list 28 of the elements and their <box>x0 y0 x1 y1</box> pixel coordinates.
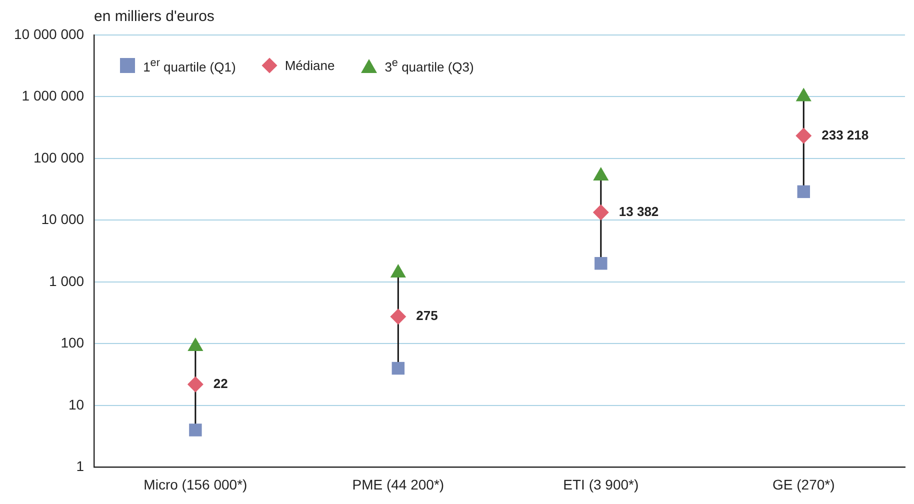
x-tick-label: ETI (3 900*) <box>563 476 639 492</box>
data-label: 233 218 <box>822 127 869 142</box>
data-label: 13 382 <box>618 204 659 219</box>
y-tick-label: 1 <box>76 458 84 474</box>
data-label: 22 <box>213 376 228 391</box>
point <box>392 362 405 375</box>
y-tick-label: 100 <box>60 334 84 351</box>
point <box>189 424 202 436</box>
x-tick-label: PME (44 200*) <box>352 476 444 492</box>
point <box>592 204 609 220</box>
point <box>797 185 810 198</box>
legend-label: 1$^{er}$ quartile (Q1) <box>143 57 236 74</box>
point <box>796 128 812 144</box>
y-axis-title: en milliers d'euros <box>94 8 214 25</box>
point <box>187 376 204 392</box>
x-tick-label: GE (270*) <box>772 476 835 492</box>
point <box>594 257 608 270</box>
y-tick-label: 1 000 <box>49 272 84 289</box>
y-tick-label: 10 000 <box>41 211 84 228</box>
y-tick-label: 10 000 000 <box>14 26 84 42</box>
legend-label: 3$^{e}$ quartile (Q3) <box>384 57 474 74</box>
x-tick-label: Micro (156 000*) <box>144 476 248 492</box>
point <box>390 308 406 325</box>
data-label: 275 <box>416 308 438 324</box>
y-tick-label: 1 000 000 <box>22 88 84 104</box>
y-tick-label: 10 <box>68 396 84 412</box>
y-tick-label: 100 000 <box>33 149 84 166</box>
legend-label: Médiane <box>284 58 335 74</box>
